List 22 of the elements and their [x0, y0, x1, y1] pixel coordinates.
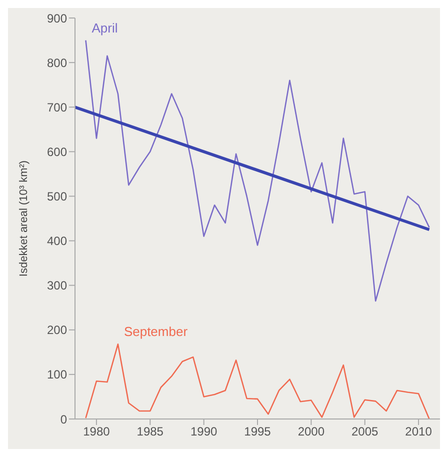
x-tick-label: 1985 [136, 424, 164, 439]
x-tick-label: 2005 [352, 424, 379, 439]
y-tick-label: 400 [46, 234, 68, 248]
x-tick-label: 1990 [190, 424, 218, 439]
y-tick-label: 700 [46, 100, 68, 114]
line-series [85, 40, 430, 302]
x-tick-label: 1995 [244, 424, 272, 439]
x-tick-label: 1980 [83, 424, 110, 439]
y-tick-label: 200 [46, 323, 68, 338]
y-tick-label: 800 [46, 56, 68, 70]
line-series [85, 343, 430, 419]
y-tick-label: 900 [46, 11, 68, 26]
y-tick-label: 300 [46, 278, 68, 293]
series-label: September [124, 324, 188, 340]
x-tick-label: 2010 [405, 424, 432, 439]
x-tick-label: 2000 [298, 424, 325, 439]
y-tick-label: 500 [46, 189, 68, 204]
y-tick-label: 100 [46, 368, 68, 382]
y-tick-label: 600 [46, 144, 68, 159]
series-label: April [92, 20, 118, 36]
y-tick-label: 0 [60, 412, 68, 426]
y-axis-title: Isdekket areal (10³ km²) [18, 160, 30, 277]
